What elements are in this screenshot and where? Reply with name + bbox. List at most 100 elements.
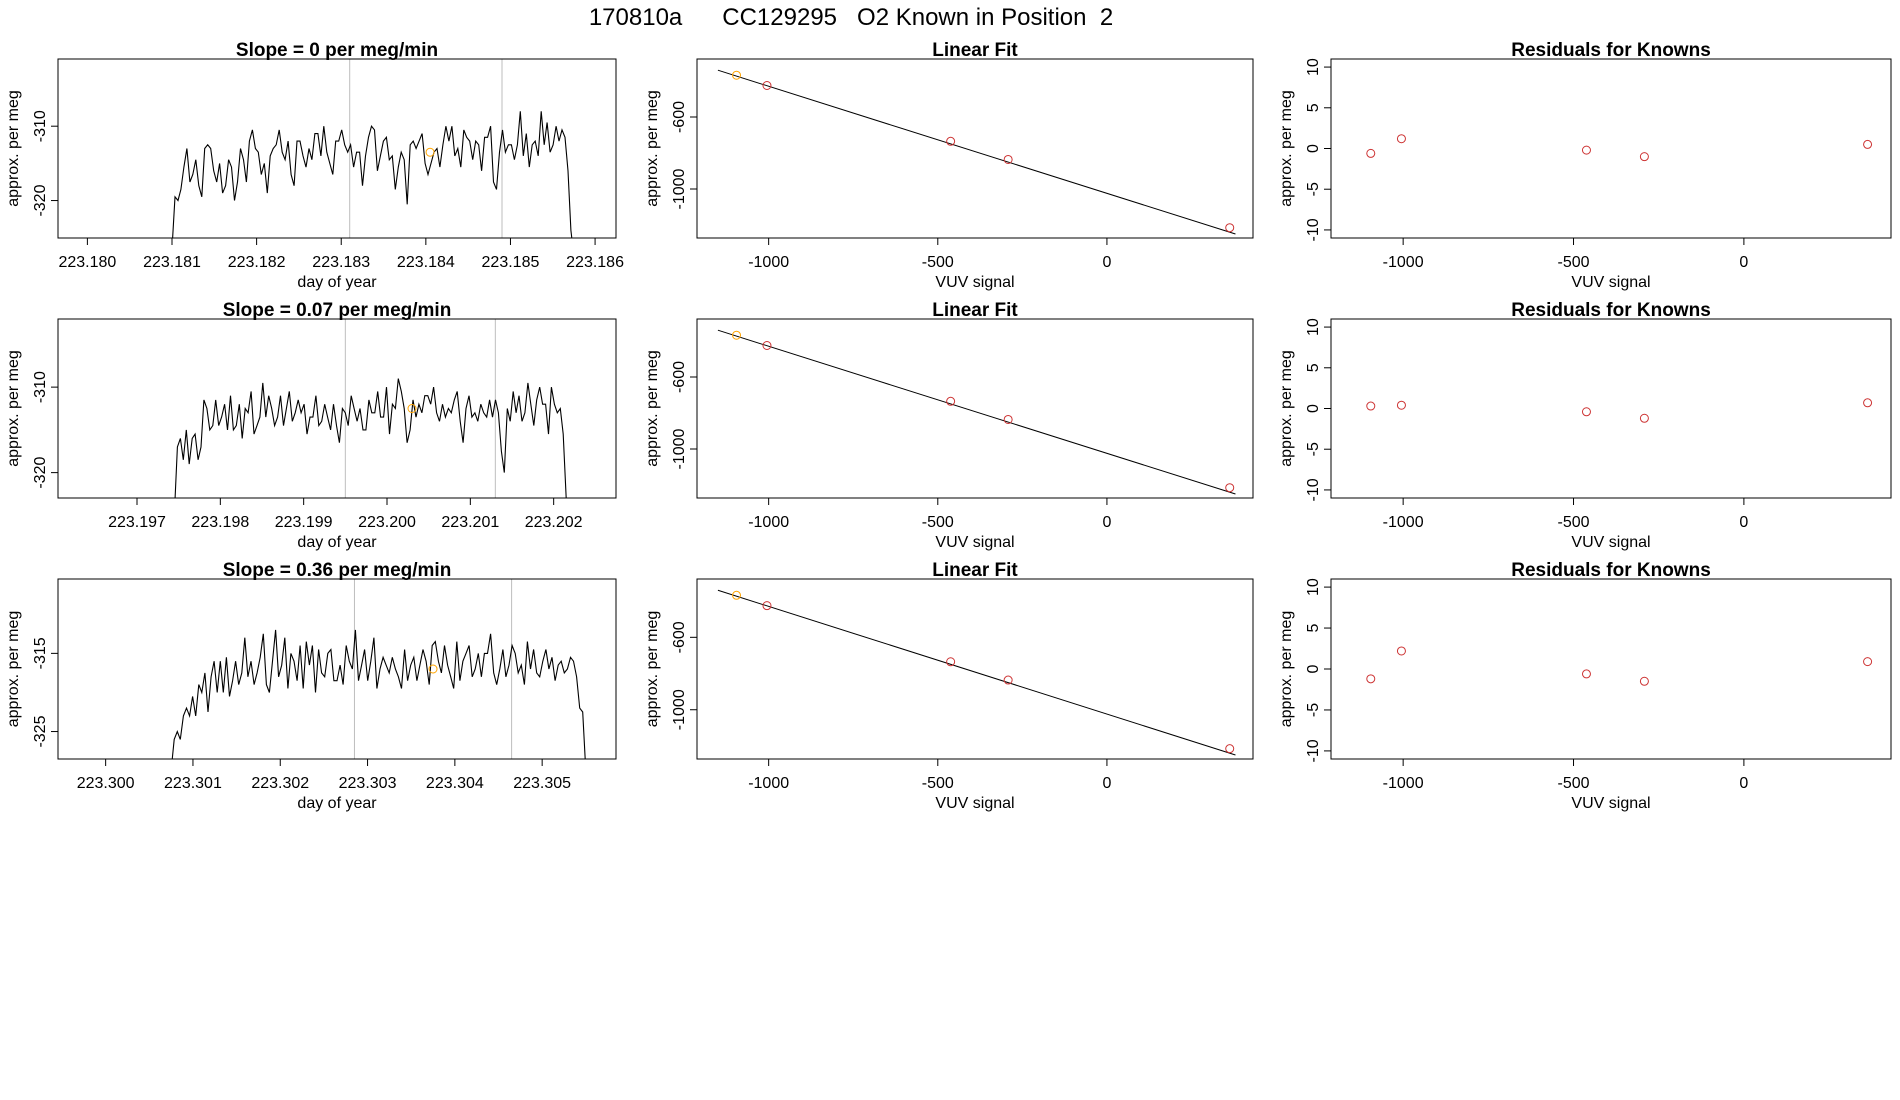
x-tick-label: 0 bbox=[1102, 514, 1111, 531]
x-tick-label: 223.200 bbox=[358, 514, 416, 531]
x-tick-label: -1000 bbox=[1383, 514, 1424, 531]
y-tick-label: 0 bbox=[1305, 664, 1322, 673]
y-tick-label: -325 bbox=[32, 715, 49, 747]
panel-title: Linear Fit bbox=[932, 560, 1018, 581]
panel-9: Residuals for Knowns -1000 -500 0 VUV signal… bbox=[1278, 560, 1892, 812]
data-point bbox=[732, 330, 742, 340]
plot-box bbox=[57, 578, 617, 760]
x-axis-label: VUV signal bbox=[1571, 274, 1650, 291]
data-point bbox=[1225, 483, 1235, 493]
y-axis-label: approx. per meg bbox=[644, 90, 661, 207]
y-axis-label: approx. per meg bbox=[5, 90, 22, 207]
x-tick-label: -1000 bbox=[748, 254, 789, 271]
x-tick-label: 0 bbox=[1739, 254, 1748, 271]
plot-box bbox=[1330, 58, 1892, 239]
data-point bbox=[946, 396, 956, 406]
y-tick-label: -10 bbox=[1305, 478, 1322, 501]
figure-title: 170810a CC129295 O2 Known in Position 2 bbox=[589, 4, 1113, 31]
data-point bbox=[1003, 675, 1013, 685]
series-line bbox=[171, 629, 586, 759]
x-tick-label: -500 bbox=[922, 254, 954, 271]
panel-3: Residuals for Knowns -1000 -500 0 VUV signal… bbox=[1278, 40, 1892, 291]
x-tick-label: 223.304 bbox=[426, 775, 484, 792]
x-tick-label: 0 bbox=[1739, 775, 1748, 792]
panel-6: Residuals for Knowns -1000 -500 0 VUV signal… bbox=[1278, 300, 1892, 551]
y-tick-label: 0 bbox=[1305, 144, 1322, 153]
data-point bbox=[407, 404, 417, 413]
plot-data bbox=[717, 69, 1236, 235]
y-axis-label: approx. per meg bbox=[1278, 611, 1295, 728]
y-tick-label: -5 bbox=[1305, 703, 1322, 717]
y-axis-label: approx. per meg bbox=[644, 611, 661, 728]
data-point bbox=[428, 664, 438, 674]
series-line bbox=[172, 111, 573, 238]
x-axis-label: VUV signal bbox=[1571, 795, 1650, 812]
fit-line bbox=[717, 329, 1236, 495]
x-tick-label: 223.184 bbox=[397, 254, 455, 271]
data-point bbox=[425, 147, 435, 157]
data-point bbox=[762, 341, 772, 350]
y-tick-label: -320 bbox=[32, 457, 49, 489]
data-point bbox=[946, 657, 956, 667]
x-tick-label: 0 bbox=[1102, 775, 1111, 792]
plot-box bbox=[57, 318, 617, 499]
x-tick-label: 223.198 bbox=[191, 514, 249, 531]
x-tick-label: 223.182 bbox=[228, 254, 286, 271]
data-point bbox=[1863, 398, 1873, 408]
y-tick-label: -600 bbox=[671, 361, 688, 393]
data-point bbox=[732, 70, 742, 80]
data-point bbox=[762, 81, 772, 90]
data-point bbox=[732, 590, 742, 600]
x-tick-label: 0 bbox=[1739, 514, 1748, 531]
x-tick-label: -1000 bbox=[1383, 775, 1424, 792]
plot-data bbox=[717, 329, 1236, 495]
panel-8: Linear Fit -1000 -500 0 VUV signal -600 -1000 a… bbox=[644, 560, 1254, 812]
y-tick-label: -1000 bbox=[671, 168, 688, 209]
y-axis-label: approx. per meg bbox=[1278, 90, 1295, 207]
y-tick-label: -5 bbox=[1305, 182, 1322, 196]
x-tick-label: -500 bbox=[922, 775, 954, 792]
data-point bbox=[1003, 154, 1013, 164]
plot-box bbox=[696, 58, 1254, 239]
data-point bbox=[1396, 400, 1406, 410]
x-tick-label: 223.181 bbox=[143, 254, 201, 271]
x-tick-label: -500 bbox=[922, 514, 954, 531]
plot-box bbox=[1330, 318, 1892, 499]
x-tick-label: -1000 bbox=[748, 514, 789, 531]
data-point bbox=[1366, 401, 1376, 411]
plot-box bbox=[1330, 578, 1892, 760]
plot-data bbox=[171, 579, 586, 759]
y-tick-label: 10 bbox=[1305, 318, 1322, 336]
data-point bbox=[1225, 223, 1235, 233]
data-point bbox=[946, 136, 956, 146]
data-point bbox=[1003, 414, 1013, 424]
fit-line bbox=[717, 69, 1236, 235]
plot-box bbox=[696, 578, 1254, 760]
panel-5: Linear Fit -1000 -500 0 VUV signal -600 -1000 a… bbox=[644, 300, 1254, 551]
y-axis-label: approx. per meg bbox=[5, 611, 22, 728]
panel-2: Linear Fit -1000 -500 0 VUV signal -600 -1000 a… bbox=[644, 40, 1254, 291]
x-tick-label: -1000 bbox=[1383, 254, 1424, 271]
data-point bbox=[762, 601, 772, 611]
x-axis-label: day of year bbox=[297, 795, 377, 812]
plot-data bbox=[717, 589, 1236, 756]
x-axis-label: VUV signal bbox=[935, 274, 1014, 291]
y-tick-label: -600 bbox=[671, 101, 688, 133]
data-point bbox=[1639, 676, 1649, 686]
y-tick-label: -320 bbox=[32, 184, 49, 216]
y-axis-label: approx. per meg bbox=[644, 350, 661, 467]
data-point bbox=[1639, 152, 1649, 162]
x-axis-label: day of year bbox=[297, 534, 377, 551]
panel-title: Residuals for Knowns bbox=[1511, 300, 1711, 321]
x-tick-label: -500 bbox=[1558, 254, 1590, 271]
x-tick-label: 223.302 bbox=[251, 775, 309, 792]
y-tick-label: -10 bbox=[1305, 218, 1322, 241]
data-point bbox=[1581, 669, 1591, 679]
x-tick-label: 223.185 bbox=[482, 254, 540, 271]
data-point bbox=[1396, 646, 1406, 656]
data-point bbox=[1581, 145, 1591, 155]
y-tick-label: -5 bbox=[1305, 442, 1322, 456]
y-tick-label: 5 bbox=[1305, 624, 1322, 633]
panel-title: Residuals for Knowns bbox=[1511, 40, 1711, 61]
